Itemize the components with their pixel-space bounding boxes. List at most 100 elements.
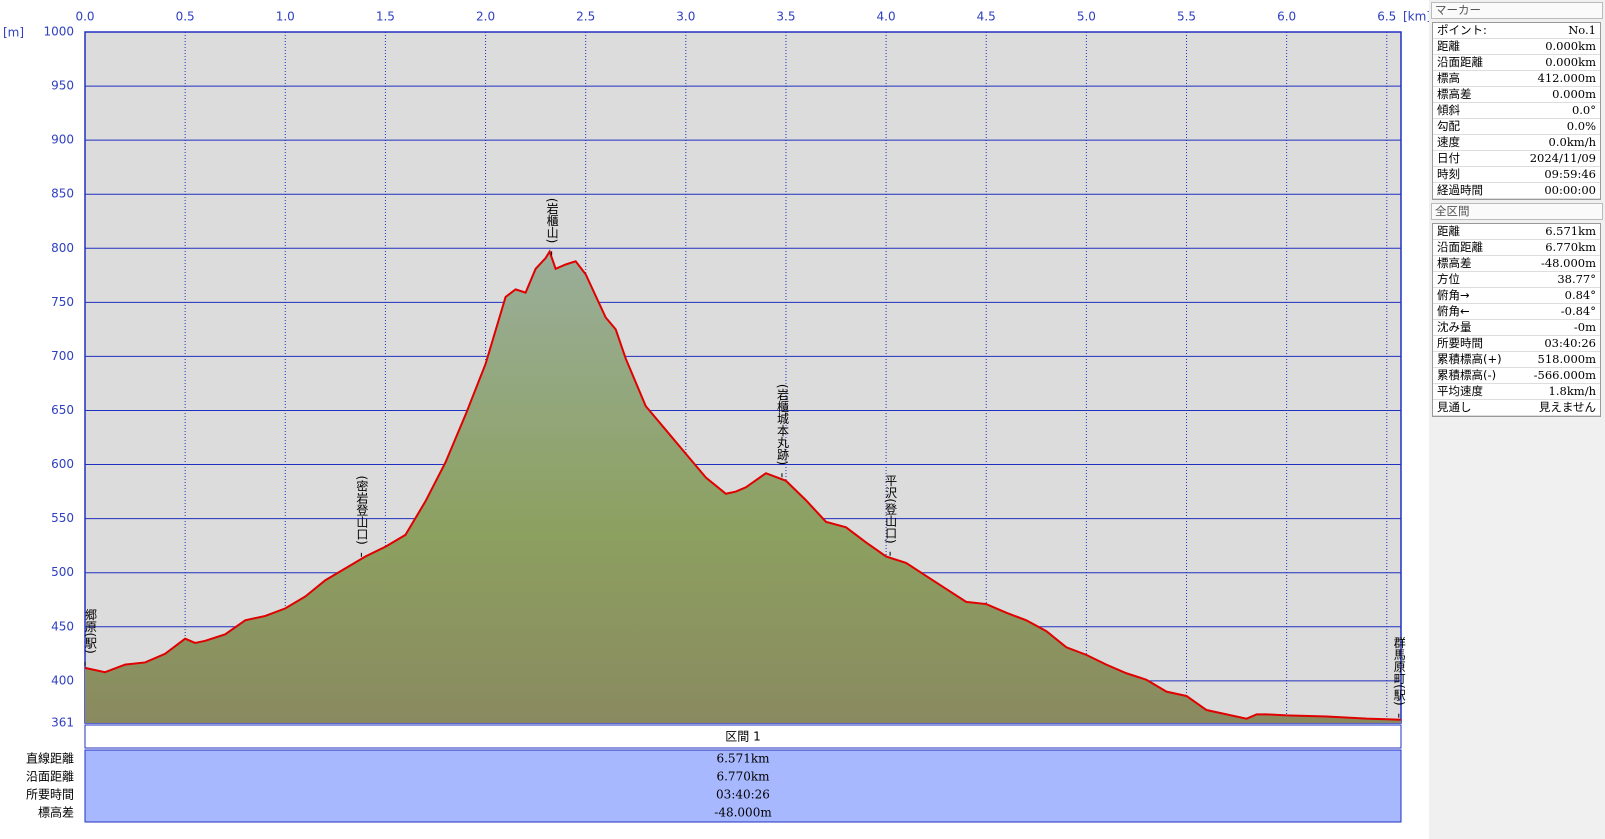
info-key: 方位 [1437,272,1460,286]
info-key: ポイント: [1437,23,1487,37]
info-row: 速度 0.0km/h [1433,135,1600,151]
table-body-bg [84,749,1402,823]
info-row: 方位 38.77° [1433,272,1600,288]
table-row-value: 03:40:26 [716,788,770,802]
info-value: 00:00:00 [1544,183,1596,197]
info-value: 0.0° [1571,103,1596,117]
annotation: (密岩登山口) [355,475,369,544]
total-header: 全区間 [1431,203,1603,220]
info-value: -48.000m [1540,256,1596,270]
info-row: 傾斜 0.0° [1433,103,1600,119]
x-tick-label: 3.5 [776,10,795,24]
y-tick-label: 650 [51,403,74,417]
x-axis-label: [km] [1403,10,1429,24]
info-row: 俯角← -0.84° [1433,304,1600,320]
x-tick-label: 2.0 [476,10,495,24]
info-key: 累積標高(-) [1437,368,1497,382]
y-axis-label: [m] [3,26,24,40]
info-key: 沿面距離 [1437,55,1483,69]
y-tick-label: 400 [51,673,74,687]
table-header-bg [84,724,1402,749]
x-tick-label: 0.0 [75,10,94,24]
info-key: 時刻 [1437,167,1460,181]
info-row: 標高差 -48.000m [1433,256,1600,272]
y-tick-label: 550 [51,511,74,525]
info-key: 距離 [1437,224,1460,238]
info-row: 標高 412.000m [1433,71,1600,87]
table-row-value: 6.770km [716,770,770,784]
info-value: No.1 [1568,23,1596,37]
table-row-label: 沿面距離 [26,770,74,784]
info-row: 標高差 0.000m [1433,87,1600,103]
table-row-label: 標高差 [38,805,74,820]
info-value: 09:59:46 [1544,167,1596,181]
annotation: (岩櫃山) [545,198,559,243]
profile-chart: [m] [km] 区間 1 直線距離 6.571km 沿面距離 6.770km 所要時間 0… [0,0,1429,839]
annotation: (岩櫃城本丸跡) [775,384,789,465]
info-value: -0.84° [1560,304,1596,318]
table-row-value: 6.571km [716,752,770,766]
marker-header: マーカー [1431,2,1603,19]
y-tick-label: 800 [51,241,74,255]
table-row-label: 直線距離 [26,751,74,766]
info-value: 518.000m [1537,352,1596,366]
info-row: 沈み量 -0m [1433,320,1600,336]
info-key: 速度 [1437,135,1460,149]
info-value: 0.000m [1552,87,1596,101]
info-row: 俯角→ 0.84° [1433,288,1600,304]
info-row: 時刻 09:59:46 [1433,167,1600,183]
area-fill [85,251,1401,723]
y-tick-label: 900 [51,133,74,147]
annotation: 群馬原町(駅) [1392,636,1406,706]
info-panel: マーカー ポイント: No.1 距離 0.000km 沿面距離 0.000km 標高 412.… [1429,0,1605,839]
info-value: 見えません [1538,400,1596,414]
table-row-value: -48.000m [714,806,772,820]
x-tick-label: 5.0 [1077,10,1096,24]
marker-box: ポイント: No.1 距離 0.000km 沿面距離 0.000km 標高 412.000m 標… [1432,22,1601,200]
y-tick-label: 700 [51,349,74,363]
info-key: 距離 [1437,39,1460,53]
elevation-line [84,249,1402,721]
y-tick-label: 450 [51,619,74,633]
info-row: 平均速度 1.8km/h [1433,384,1600,400]
x-tick-label: 1.0 [276,10,295,24]
info-row: 日付 2024/11/09 [1433,151,1600,167]
info-row: 勾配 0.0% [1433,119,1600,135]
info-key: 標高 [1437,71,1460,85]
x-tick-label: 6.0 [1277,10,1296,24]
info-key: 所要時間 [1437,336,1483,350]
info-value: 1.8km/h [1548,384,1596,398]
x-tick-label: 5.5 [1177,10,1196,24]
info-row: 見通し 見えません [1433,400,1600,416]
x-tick-label: 2.5 [576,10,595,24]
info-row: 累積標高(-) -566.000m [1433,368,1600,384]
info-key: 勾配 [1437,119,1460,133]
info-row: 沿面距離 6.770km [1433,240,1600,256]
info-key: 累積標高(+) [1437,352,1502,366]
x-tick-label: 6.5 [1377,10,1396,24]
info-row: ポイント: No.1 [1433,23,1600,39]
info-key: 見通し [1437,400,1472,414]
info-key: 傾斜 [1437,103,1460,117]
x-tick-label: 4.5 [977,10,996,24]
info-key: 日付 [1437,151,1460,165]
info-key: 沈み量 [1437,320,1472,334]
info-value: 0.000km [1545,55,1596,69]
total-box: 距離 6.571km 沿面距離 6.770km 標高差 -48.000m 方位 38.77° 俯… [1432,223,1601,417]
y-tick-label: 750 [51,295,74,309]
info-key: 平均速度 [1437,384,1483,398]
info-row: 経過時間 00:00:00 [1433,183,1600,199]
info-value: -0m [1573,320,1596,334]
y-tick-label: 850 [51,187,74,201]
y-tick-label: 500 [51,565,74,579]
info-value: -566.000m [1533,368,1596,382]
annotation: 郷原(駅) [84,608,98,654]
segment-table: 区間 1 直線距離 6.571km 沿面距離 6.770km 所要時間 03:40:26 標高… [26,724,1402,823]
info-row: 累積標高(+) 518.000m [1433,352,1600,368]
info-value: 0.0km/h [1548,135,1596,149]
info-key: 経過時間 [1437,183,1483,197]
info-value: 2024/11/09 [1529,151,1596,165]
y-tick-label: 361 [51,716,74,730]
info-key: 標高差 [1437,87,1472,101]
